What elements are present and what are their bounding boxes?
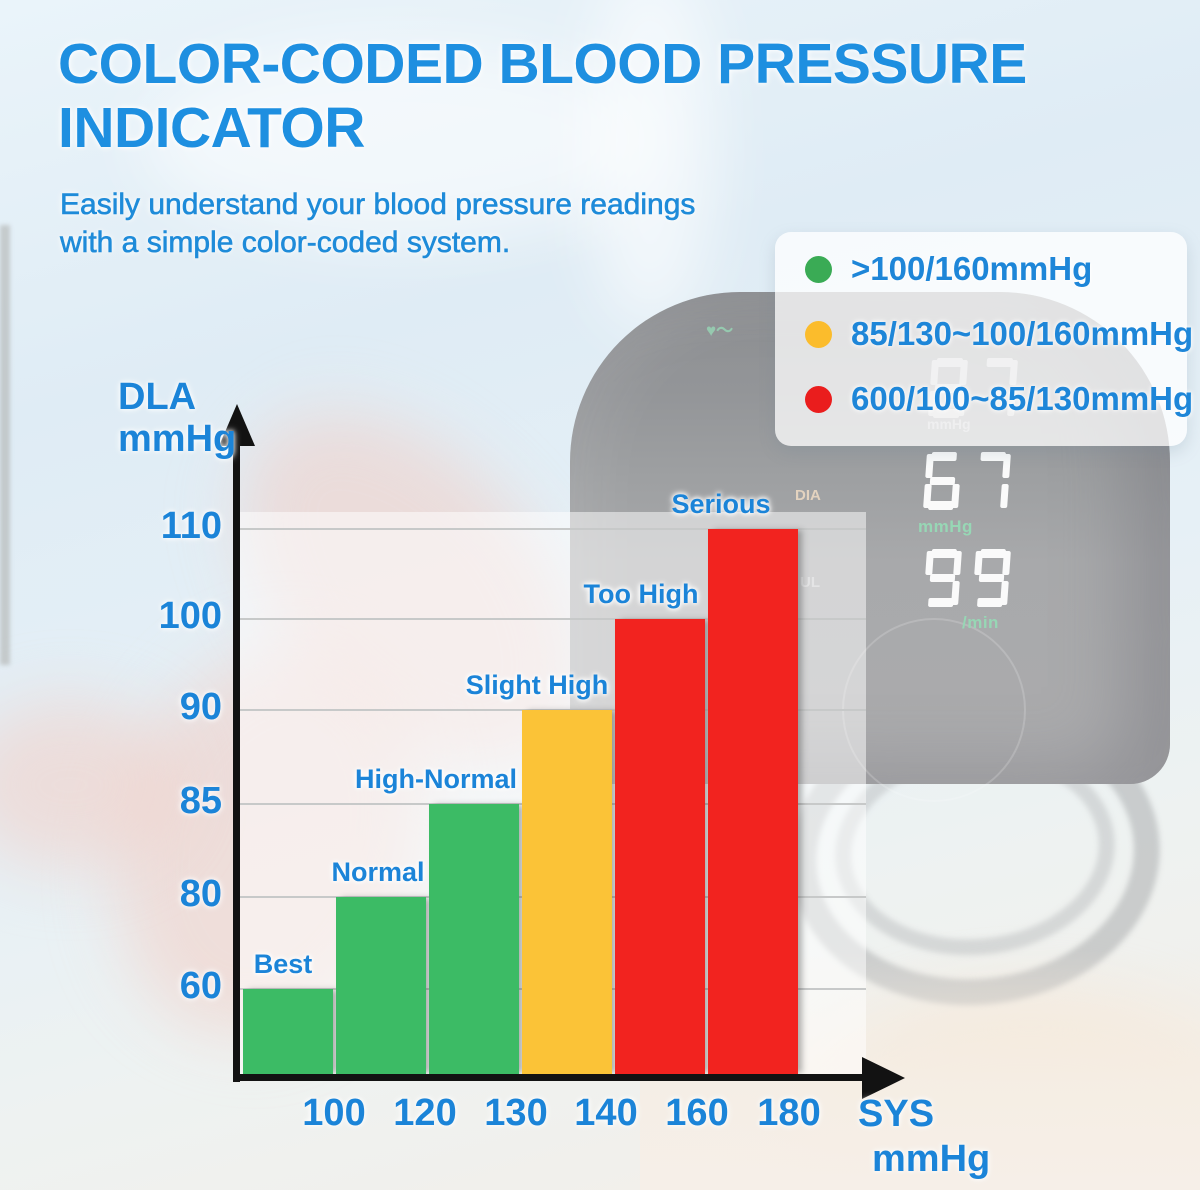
bar-serious	[708, 529, 798, 1074]
bar-too-high	[615, 619, 705, 1074]
page-title: COLOR-CODED BLOOD PRESSURE INDICATOR	[58, 32, 1027, 160]
y-tick-label: 90	[179, 686, 222, 728]
page-subtitle-line2: with a simple color-coded system.	[60, 226, 511, 260]
legend-item: 85/130~100/160mmHg	[805, 315, 1193, 353]
photo-edge-strip	[0, 225, 10, 665]
x-axis-line	[233, 1074, 866, 1081]
bar-best	[243, 989, 333, 1074]
bar-category-label: Too High	[583, 579, 699, 609]
legend-dot-icon	[805, 255, 832, 283]
y-tick-label: 85	[179, 780, 222, 822]
y-axis-title: DLA mmHg	[118, 376, 236, 460]
x-axis-arrow-icon	[862, 1057, 905, 1099]
device-pul-label: UL	[800, 574, 820, 591]
device-pulse-unit: /min	[962, 613, 999, 632]
device-logo-icon: ♥〜	[706, 321, 734, 340]
bar-category-label: Serious	[671, 489, 771, 519]
bar-normal	[336, 897, 426, 1074]
legend-item: 600/100~85/130mmHg	[805, 380, 1193, 418]
background-cloud	[140, 40, 660, 240]
gridline	[240, 528, 866, 530]
x-tick-label: 120	[393, 1092, 457, 1134]
bar-category-label: Slight High	[465, 670, 609, 700]
legend-item: >100/160mmHg	[805, 250, 1092, 288]
y-axis-title-line1: DLA	[118, 376, 197, 418]
y-axis-line	[233, 440, 240, 1082]
device-dia-unit: mmHg	[918, 517, 973, 536]
y-tick-label: 80	[179, 873, 222, 915]
legend-item-label: 85/130~100/160mmHg	[851, 315, 1194, 352]
legend-dot-icon	[805, 320, 832, 348]
x-tick-label: 160	[665, 1092, 729, 1134]
x-tick-label: 140	[574, 1092, 638, 1134]
background-hand-blob-3	[0, 700, 180, 870]
bar-high-normal	[429, 804, 519, 1074]
x-tick-label: 100	[302, 1092, 366, 1134]
page-subtitle: Easily understand your blood pressure re…	[60, 186, 696, 262]
y-axis-title-line2: mmHg	[118, 418, 237, 460]
legend-dot-icon	[805, 385, 832, 413]
x-tick-label: 180	[757, 1092, 821, 1134]
legend-item-label: 600/100~85/130mmHg	[851, 380, 1194, 417]
legend-item-label: >100/160mmHg	[851, 250, 1093, 287]
legend-panel: >100/160mmHg 85/130~100/160mmHg 600/100~85…	[775, 232, 1193, 446]
device-dia-label: DIA	[795, 487, 821, 504]
bar-category-label: Best	[253, 949, 313, 979]
bar-slight-high	[522, 710, 612, 1074]
bar-category-label: Normal	[331, 857, 425, 887]
x-axis-title: SYS mmHg	[858, 1092, 990, 1182]
x-tick-label: 130	[484, 1092, 548, 1134]
y-tick-label: 60	[179, 965, 222, 1007]
y-axis-arrow-icon	[219, 404, 255, 446]
gridline	[240, 618, 866, 620]
x-axis-title-line1: SYS	[858, 1093, 935, 1135]
background-light-band	[585, 0, 715, 330]
bar-category-label: High-Normal	[355, 764, 517, 794]
x-axis-title-line2: mmHg	[872, 1138, 991, 1180]
y-tick-label: 110	[160, 505, 222, 547]
y-tick-label: 100	[158, 595, 222, 637]
page-subtitle-line1: Easily understand your blood pressure re…	[60, 188, 696, 222]
